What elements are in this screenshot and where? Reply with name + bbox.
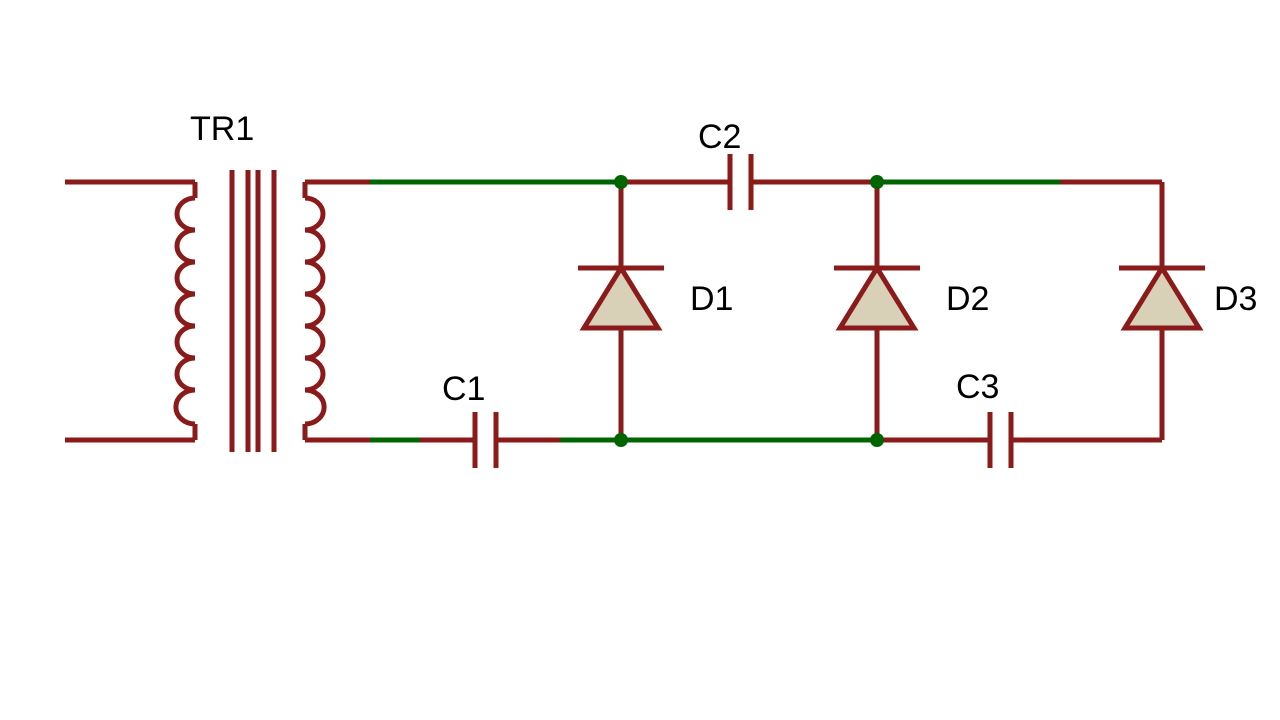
node-d2-bot: [870, 433, 884, 447]
node-d1-top: [614, 175, 628, 189]
label-c3: C3: [956, 368, 999, 406]
node-d1-bot: [614, 433, 628, 447]
node-d2-top: [870, 175, 884, 189]
label-d1: D1: [690, 280, 733, 318]
capacitor-c1: [475, 412, 496, 468]
capacitor-c3: [990, 412, 1011, 468]
transformer-tr1: [65, 170, 324, 452]
label-tr1: TR1: [190, 110, 254, 148]
schematic-canvas: TR1 C1 C2 C3 D1 D2 D3: [0, 0, 1280, 720]
diode-d1: [578, 268, 664, 328]
label-d3: D3: [1214, 280, 1257, 318]
label-d2: D2: [946, 280, 989, 318]
diode-d2: [834, 268, 920, 328]
label-c1: C1: [442, 370, 485, 408]
label-c2: C2: [698, 118, 741, 156]
diode-d3: [1119, 268, 1205, 328]
capacitor-c2: [730, 154, 751, 210]
